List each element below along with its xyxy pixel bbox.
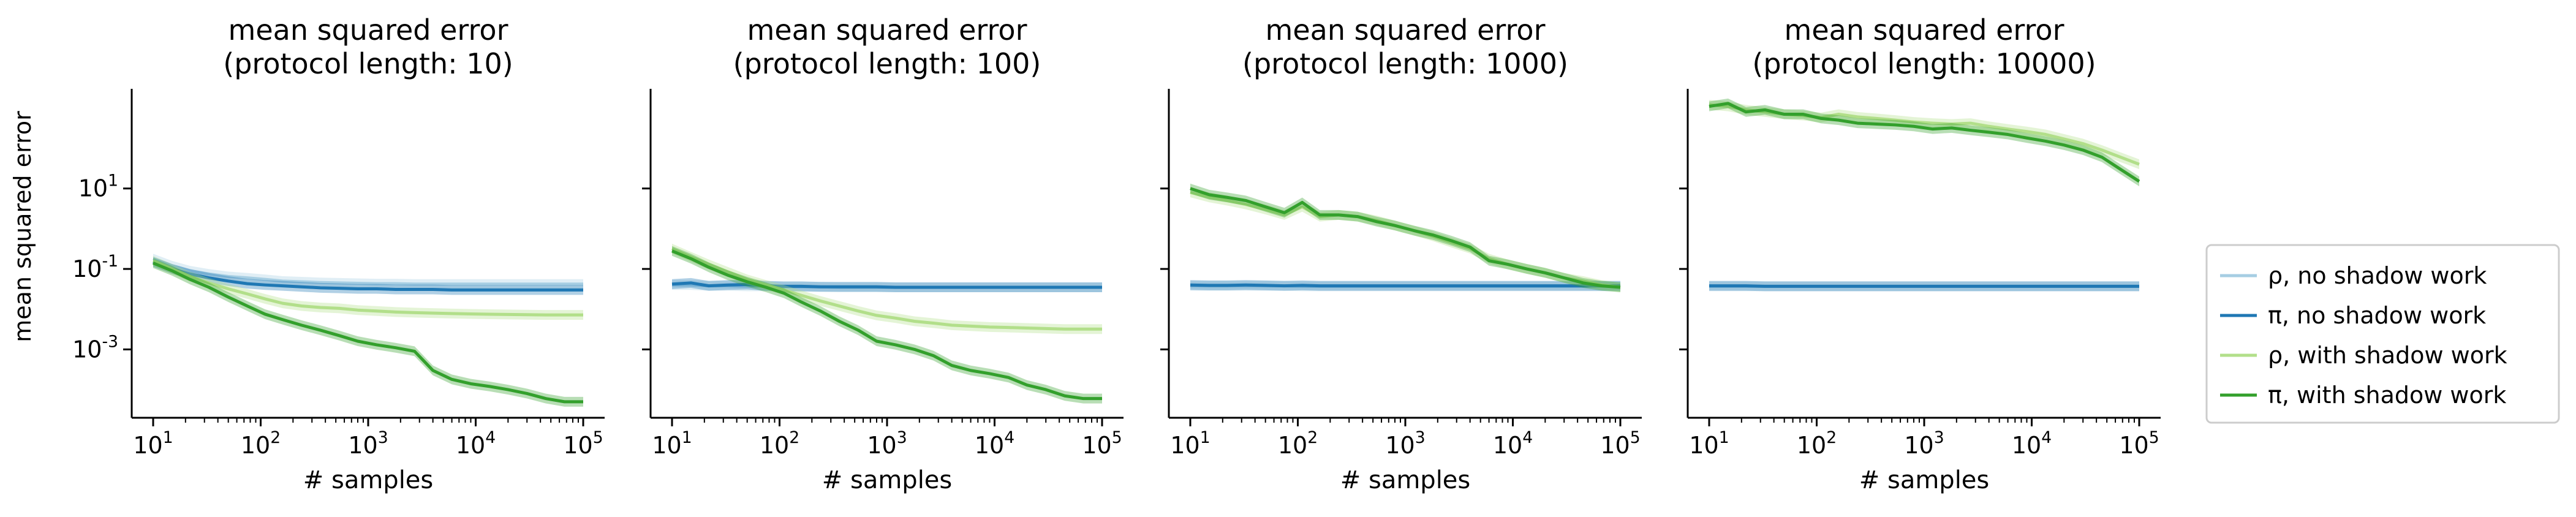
- series-line: [671, 247, 1102, 331]
- x-tick-label: 101: [1170, 428, 1210, 459]
- x-tick-label: 103: [348, 428, 388, 459]
- x-tick-label: 105: [1082, 428, 1122, 459]
- x-axis-label: # samples: [303, 466, 434, 494]
- x-tick-label: 104: [456, 428, 496, 459]
- x-tick-label: 104: [2012, 428, 2052, 459]
- subplot-1: mean squared error(protocol length: 10) 1…: [72, 13, 605, 494]
- x-tick-label: 103: [1904, 428, 1944, 459]
- series-line: [671, 249, 1102, 401]
- shared-y-axis-label: mean squared error: [9, 111, 36, 342]
- x-tick-label: 102: [1797, 428, 1837, 459]
- x-tick-label: 105: [563, 428, 603, 459]
- legend-entry-rho-with-shadow: ρ, with shadow work: [2220, 342, 2507, 369]
- subplot-title-line: mean squared error: [1785, 13, 2064, 47]
- x-axis-label: # samples: [822, 466, 953, 494]
- subplot-title-line: (protocol length: 100): [733, 47, 1041, 80]
- subplot-title-line: mean squared error: [1266, 13, 1546, 47]
- subplot-title-line: mean squared error: [229, 13, 508, 47]
- x-tick-label: 103: [1385, 428, 1425, 459]
- x-tick-label: 101: [133, 428, 173, 459]
- series-line: [671, 281, 1102, 289]
- panels: mean squared error(protocol length: 10)1…: [72, 13, 2161, 494]
- x-tick-label: 105: [2119, 428, 2159, 459]
- x-axis-label: # samples: [1859, 466, 1990, 494]
- x-tick-label: 101: [652, 428, 692, 459]
- legend-entry-pi-no-shadow: π, no shadow work: [2220, 302, 2486, 329]
- x-tick-label: 104: [975, 428, 1014, 459]
- y-tick-label: 10-1: [72, 252, 118, 282]
- series-line: [1190, 187, 1621, 289]
- x-tick-label: 105: [1600, 428, 1640, 459]
- subplot-title-line: mean squared error: [747, 13, 1027, 47]
- subplot-4: mean squared error(protocol length: 1000…: [1679, 13, 2161, 494]
- series-line: [153, 262, 583, 404]
- series-line: [153, 257, 583, 286]
- subplot-3: mean squared error(protocol length: 1000…: [1160, 13, 1642, 494]
- subplot-2: mean squared error(protocol length: 100)…: [642, 13, 1124, 494]
- series-line: [1709, 102, 2140, 183]
- legend-entry-pi-with-shadow: π, with shadow work: [2220, 382, 2506, 409]
- subplot-title-line: (protocol length: 10): [223, 47, 513, 80]
- x-tick-label: 102: [241, 428, 281, 459]
- x-tick-label: 104: [1493, 428, 1533, 459]
- x-axis-label: # samples: [1340, 466, 1471, 494]
- series-line: [153, 260, 583, 292]
- legend-label: π, with shadow work: [2268, 382, 2506, 409]
- y-tick-label: 101: [78, 172, 118, 202]
- legend-label: ρ, no shadow work: [2268, 262, 2487, 289]
- series-line: [153, 259, 583, 317]
- legend-entry-rho-no-shadow: ρ, no shadow work: [2220, 262, 2487, 289]
- legend: ρ, no shadow work π, no shadow work ρ, w…: [2205, 244, 2560, 424]
- subplot-title-line: (protocol length: 10000): [1752, 47, 2096, 80]
- subplot-title-line: (protocol length: 1000): [1242, 47, 1568, 80]
- legend-frame: [2205, 244, 2560, 424]
- x-tick-label: 102: [760, 428, 799, 459]
- series-band: [1709, 98, 2139, 187]
- legend-label: ρ, with shadow work: [2268, 342, 2507, 369]
- x-tick-label: 101: [1689, 428, 1729, 459]
- legend-label: π, no shadow work: [2268, 302, 2486, 329]
- y-tick-label: 10-3: [72, 332, 118, 363]
- series-line: [1709, 284, 2139, 288]
- x-tick-label: 102: [1278, 428, 1318, 459]
- x-tick-label: 103: [867, 428, 907, 459]
